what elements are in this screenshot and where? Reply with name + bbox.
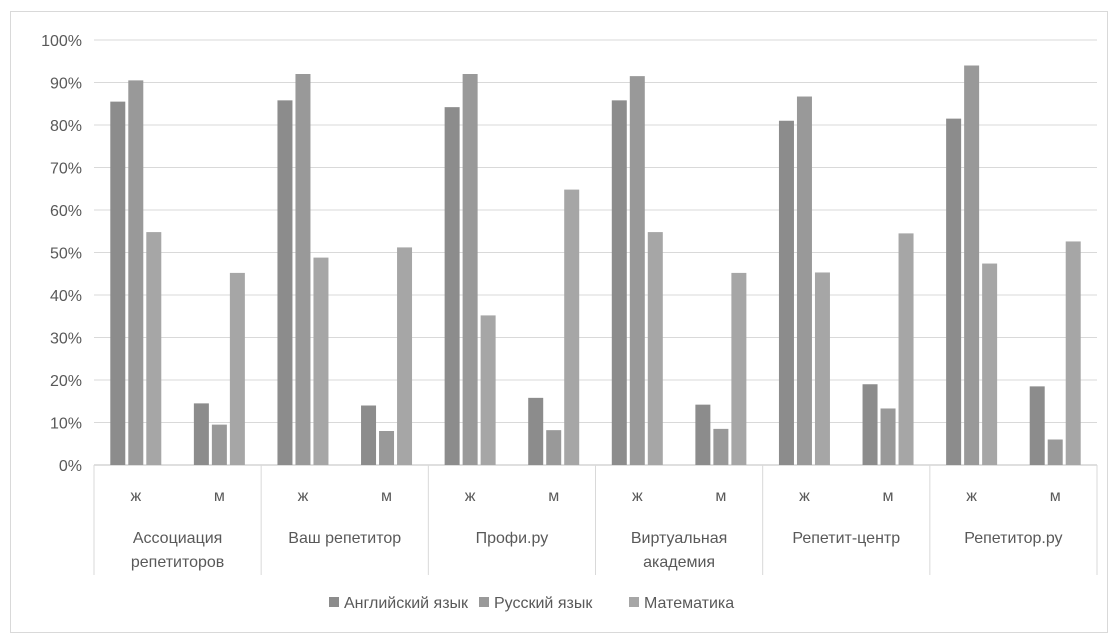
bar <box>1047 439 1063 465</box>
y-tick-label: 50% <box>50 246 82 263</box>
y-tick-label: 10% <box>50 416 82 433</box>
chart-area: 0% 10% 20% 30% 40% 50% 60% 70% 80% 90% 100% ж м Ассоц… <box>10 11 1108 633</box>
y-tick-label: 70% <box>50 161 82 178</box>
bar <box>211 424 227 465</box>
x-group-label: Ассоциация <box>133 530 223 547</box>
x-subcategory-label: ж <box>465 488 476 505</box>
bar <box>146 232 162 465</box>
bar <box>778 120 794 465</box>
bar <box>814 272 830 465</box>
x-group-label: Виртуальная <box>631 530 727 547</box>
y-tick-label: 0% <box>59 458 82 475</box>
bar <box>898 233 914 465</box>
x-group-label: Репетитор.ру <box>964 530 1062 547</box>
bar <box>796 96 812 466</box>
bar <box>564 189 580 465</box>
bar <box>480 315 496 465</box>
x-group-label: Ваш репетитор <box>288 530 401 547</box>
x-subcategory-label: ж <box>130 488 141 505</box>
bar <box>880 408 896 465</box>
bar <box>128 80 144 465</box>
legend-label: Английский язык <box>344 595 469 612</box>
bar <box>110 101 126 465</box>
bar <box>862 384 878 465</box>
x-subcategory-label: ж <box>799 488 810 505</box>
x-subcategory-label: м <box>381 488 392 505</box>
bar <box>295 74 311 465</box>
legend-swatch <box>629 597 639 607</box>
legend-label: Математика <box>644 595 734 612</box>
bar <box>647 232 663 465</box>
bar <box>1029 386 1045 465</box>
bar <box>629 76 645 465</box>
legend-swatch <box>479 597 489 607</box>
bar <box>611 100 627 465</box>
bar <box>528 397 544 465</box>
bar <box>193 403 209 465</box>
bar <box>379 431 395 465</box>
bar <box>361 405 377 465</box>
bar <box>397 247 413 465</box>
bar <box>462 74 478 465</box>
legend-label: Русский язык <box>494 595 593 612</box>
bar <box>964 65 980 465</box>
y-tick-label: 40% <box>50 288 82 305</box>
bar <box>546 430 562 465</box>
x-group-label: Профи.ру <box>476 530 549 547</box>
bar <box>731 272 747 465</box>
y-tick-label: 20% <box>50 373 82 390</box>
x-subcategory-label: м <box>214 488 225 505</box>
x-subcategory-label: м <box>548 488 559 505</box>
x-subcategory-label: м <box>883 488 894 505</box>
y-tick-label: 30% <box>50 331 82 348</box>
bar <box>946 118 962 465</box>
bar <box>695 404 711 465</box>
legend-swatch <box>329 597 339 607</box>
y-tick-label: 100% <box>41 33 82 50</box>
bar <box>229 272 245 465</box>
bar <box>713 428 729 465</box>
x-subcategory-label: ж <box>632 488 643 505</box>
y-tick-label: 60% <box>50 203 82 220</box>
bar <box>313 257 329 465</box>
x-subcategory-label: ж <box>966 488 977 505</box>
y-tick-label: 80% <box>50 118 82 135</box>
chart-svg: 0% 10% 20% 30% 40% 50% 60% 70% 80% 90% 100% ж м Ассоц… <box>41 33 1098 612</box>
x-group-label: академия <box>643 554 715 571</box>
bar <box>277 100 293 465</box>
bar <box>444 107 460 466</box>
x-group-label: Репетит-центр <box>792 530 900 547</box>
x-subcategory-label: ж <box>298 488 309 505</box>
bar <box>1065 241 1081 465</box>
bar <box>982 263 998 465</box>
y-tick-label: 90% <box>50 76 82 93</box>
x-subcategory-label: м <box>1050 488 1061 505</box>
x-group-label: репетиторов <box>131 554 224 571</box>
x-subcategory-label: м <box>715 488 726 505</box>
